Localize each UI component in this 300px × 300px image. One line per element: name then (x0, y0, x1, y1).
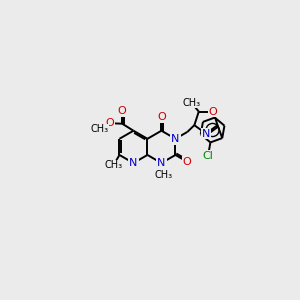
Text: CH₃: CH₃ (90, 124, 108, 134)
Text: CH₃: CH₃ (154, 170, 172, 180)
Text: CH₃: CH₃ (182, 98, 200, 108)
Text: N: N (129, 158, 138, 168)
Text: N: N (157, 158, 166, 168)
Text: N: N (171, 134, 180, 144)
Text: O: O (105, 118, 114, 128)
Text: Cl: Cl (202, 151, 214, 161)
Text: O: O (209, 106, 218, 116)
Text: CH₃: CH₃ (104, 160, 122, 170)
Text: O: O (157, 112, 166, 122)
Text: O: O (183, 157, 191, 166)
Text: O: O (118, 106, 127, 116)
Text: N: N (202, 129, 210, 139)
